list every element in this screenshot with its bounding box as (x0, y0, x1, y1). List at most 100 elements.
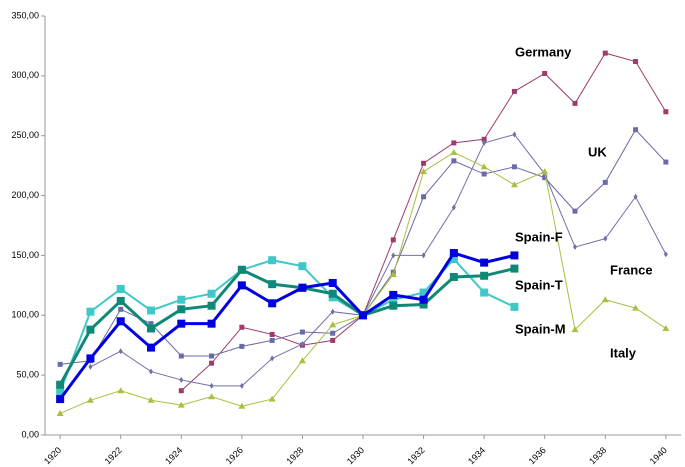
x-tick-label: 1930 (345, 445, 366, 466)
marker (177, 319, 186, 328)
marker (270, 355, 275, 362)
marker (208, 393, 216, 400)
marker (633, 127, 639, 133)
marker (179, 376, 184, 383)
marker (632, 304, 640, 311)
marker (573, 244, 577, 251)
marker (298, 357, 306, 364)
marker (116, 284, 125, 293)
marker (480, 288, 489, 297)
marker (510, 302, 519, 311)
marker (86, 354, 95, 363)
y-tick-label: 250,00 (11, 130, 39, 140)
marker (330, 330, 336, 336)
marker (480, 163, 488, 170)
marker (480, 271, 489, 280)
marker (147, 324, 155, 333)
y-tick-label: 50,00 (16, 370, 39, 380)
marker (268, 299, 277, 308)
marker (209, 353, 215, 359)
marker (239, 324, 245, 330)
marker (421, 252, 426, 259)
marker (511, 164, 517, 170)
x-tick-label: 1926 (224, 445, 245, 466)
marker (116, 296, 125, 305)
marker (633, 58, 639, 64)
marker (330, 337, 336, 343)
marker (86, 396, 94, 403)
x-tick-label: 1938 (587, 445, 608, 466)
marker (663, 251, 668, 258)
marker (449, 272, 458, 281)
marker (511, 88, 517, 94)
marker (572, 208, 578, 214)
marker (147, 396, 155, 403)
marker (603, 235, 608, 242)
y-tick-label: 350,00 (11, 10, 39, 20)
marker (480, 258, 489, 267)
marker (451, 140, 457, 146)
series-label: Italy (610, 345, 637, 360)
marker (510, 251, 519, 260)
marker (602, 50, 608, 56)
marker (419, 288, 428, 297)
marker (391, 252, 396, 259)
series-label: UK (588, 144, 607, 159)
marker (482, 139, 487, 146)
marker (177, 401, 185, 408)
y-tick-label: 200,00 (11, 190, 39, 200)
series-line (58, 251, 515, 400)
marker (117, 387, 125, 394)
marker (86, 325, 95, 334)
marker (451, 158, 457, 164)
marker (662, 324, 670, 331)
marker (389, 301, 398, 310)
marker (207, 301, 216, 310)
series-line (90, 133, 667, 387)
y-tick-label: 0,00 (21, 429, 39, 439)
y-tick-label: 300,00 (11, 70, 39, 80)
marker (298, 283, 307, 292)
marker (88, 363, 93, 370)
series-line (59, 257, 515, 393)
marker (542, 175, 548, 181)
marker (237, 281, 246, 290)
marker (118, 348, 123, 355)
marker (148, 321, 154, 327)
x-tick-label: 1932 (405, 445, 426, 466)
marker (449, 255, 458, 264)
marker (389, 271, 397, 278)
marker (149, 368, 153, 375)
marker (450, 148, 458, 155)
marker (663, 159, 669, 165)
marker (269, 337, 275, 343)
marker (571, 326, 579, 333)
marker (238, 402, 246, 409)
marker (449, 249, 458, 258)
marker (601, 296, 609, 303)
x-tick-label: 1920 (42, 445, 63, 466)
marker (177, 305, 186, 314)
marker (207, 319, 216, 328)
marker (239, 343, 245, 349)
marker (56, 380, 65, 389)
marker (451, 204, 456, 211)
marker (542, 70, 548, 76)
marker (178, 353, 184, 359)
x-tick-label: 1940 (648, 445, 669, 466)
marker (178, 388, 184, 394)
y-tick-label: 150,00 (11, 250, 39, 260)
marker (663, 109, 669, 115)
marker (209, 382, 214, 389)
marker (269, 331, 275, 337)
marker (420, 168, 428, 175)
marker (299, 329, 305, 335)
series-line (58, 267, 515, 386)
marker (421, 194, 427, 200)
marker (481, 171, 487, 177)
marker (328, 289, 337, 298)
marker (512, 131, 517, 138)
marker (541, 168, 549, 175)
series-label: Germany (515, 44, 572, 59)
